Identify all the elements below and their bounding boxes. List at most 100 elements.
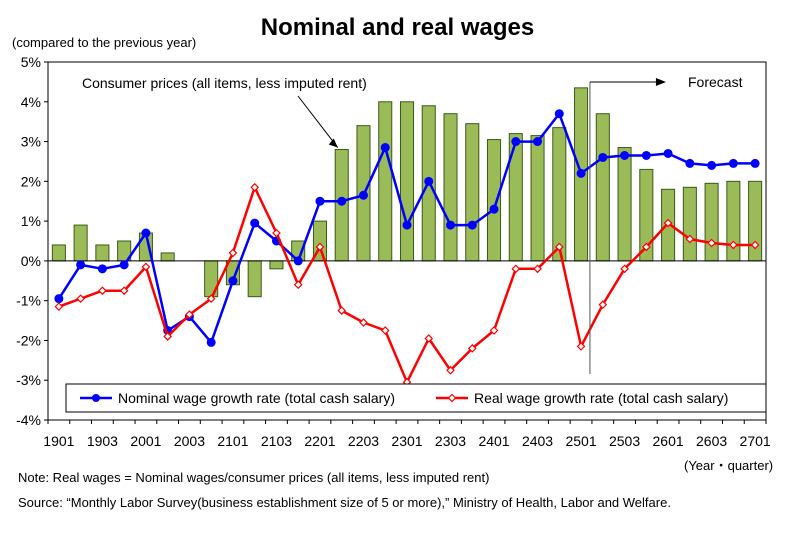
nominal-wage-point xyxy=(424,176,434,186)
legend-label-real: Real wage growth rate (total cash salary… xyxy=(474,390,728,406)
real-wage-point xyxy=(446,365,455,375)
y-tick-label: 4% xyxy=(21,94,41,110)
real-wage-point xyxy=(185,310,194,319)
consumer-prices-arrowhead xyxy=(328,138,338,148)
real-wage-point xyxy=(641,242,651,252)
x-tick-label: 2103 xyxy=(261,433,292,449)
consumer-price-bar xyxy=(443,113,458,262)
real-wage-point xyxy=(206,294,216,304)
consumer-price-bar xyxy=(682,186,697,262)
y-tick-label: 5% xyxy=(21,54,41,70)
legend-marker-nominal xyxy=(92,394,100,402)
nominal-wage-point xyxy=(750,158,760,168)
nominal-wage-point xyxy=(54,294,64,304)
y-tick-label: 0% xyxy=(21,253,41,269)
nominal-wage-point xyxy=(97,264,107,274)
nominal-wage-point xyxy=(141,228,151,238)
real-wage-point xyxy=(467,344,477,353)
consumer-price-bar xyxy=(704,182,719,262)
nominal-wage-point xyxy=(119,260,129,270)
nominal-wage-point xyxy=(446,220,456,230)
real-wage-point xyxy=(98,286,107,296)
nominal-wage-point xyxy=(206,337,216,347)
real-wage-point xyxy=(598,300,608,309)
x-tick-label: 1901 xyxy=(43,433,74,449)
forecast-arrowhead xyxy=(655,78,666,86)
nominal-wage-point xyxy=(707,160,717,170)
nominal-wage-point xyxy=(315,196,325,206)
x-axis-unit-label: (Year・quarter) xyxy=(684,458,774,473)
nominal-wage-point xyxy=(598,152,608,162)
real-wage-point xyxy=(554,242,564,252)
nominal-wage-point xyxy=(663,148,673,158)
nominal-wage-point xyxy=(293,256,303,266)
legend-box xyxy=(65,383,767,413)
x-tick-label: 2001 xyxy=(130,433,161,449)
x-tick-label: 2701 xyxy=(740,433,771,449)
y-tick-label: -4% xyxy=(16,412,41,428)
real-wage-point xyxy=(424,334,434,343)
consumer-price-bar xyxy=(160,252,175,262)
real-wage-point xyxy=(163,332,173,341)
plot-frame xyxy=(47,61,767,421)
x-tick-label: 2203 xyxy=(348,433,379,449)
nominal-wage-point xyxy=(620,150,630,160)
nominal-wage-point xyxy=(489,204,499,214)
consumer-price-bar xyxy=(378,101,393,262)
real-wage-point xyxy=(663,218,673,228)
consumer-price-bar xyxy=(269,260,284,270)
x-tick-label: 2603 xyxy=(696,433,727,449)
consumer-prices-annotation: Consumer prices (all items, less imputed… xyxy=(82,75,367,91)
nominal-wage-point xyxy=(533,137,543,147)
forecast-label: Forecast xyxy=(688,74,743,90)
x-tick-label: 2401 xyxy=(478,433,509,449)
real-wage-point xyxy=(250,182,260,192)
y-tick-label: -2% xyxy=(16,332,41,348)
real-wage-point xyxy=(293,280,303,290)
nominal-wage-point xyxy=(76,260,86,270)
real-wage-point xyxy=(54,302,64,311)
y-tick-label: 1% xyxy=(21,213,41,229)
real-wage-point xyxy=(729,240,738,250)
real-wage-point xyxy=(576,342,586,351)
consumer-price-bar xyxy=(51,244,66,262)
real-wage-point xyxy=(337,306,347,315)
legend-marker-real xyxy=(447,393,457,403)
real-wage-point xyxy=(380,326,390,335)
nominal-wage-point xyxy=(380,143,390,153)
x-tick-label: 2301 xyxy=(391,433,422,449)
consumer-price-bar xyxy=(617,147,632,262)
x-tick-label: 2501 xyxy=(565,433,596,449)
y-tick-label: -1% xyxy=(16,293,41,309)
consumer-price-bar xyxy=(595,113,610,262)
nominal-wage-point xyxy=(250,218,260,228)
x-tick-label: 2303 xyxy=(435,433,466,449)
consumer-price-bar xyxy=(530,135,545,262)
consumer-price-bar xyxy=(95,244,110,262)
nominal-wage-point xyxy=(467,220,477,230)
consumer-price-bar xyxy=(487,139,502,262)
x-tick-label: 1903 xyxy=(87,433,118,449)
consumer-price-bar xyxy=(465,123,480,262)
x-tick-label: 2503 xyxy=(609,433,640,449)
real-wage-point xyxy=(511,264,521,274)
x-tick-label: 2003 xyxy=(174,433,205,449)
chart-title: Nominal and real wages xyxy=(260,14,535,41)
nominal-wage-point xyxy=(228,276,238,286)
nominal-wage-point xyxy=(728,158,738,168)
consumer-price-bar xyxy=(552,127,567,262)
nominal-wage-point xyxy=(511,137,521,147)
real-wage-point xyxy=(707,238,716,248)
consumer-price-bar xyxy=(399,101,415,262)
nominal-wage-point xyxy=(358,190,368,200)
chart-source: Source: “Monthly Labor Survey(business e… xyxy=(18,495,671,510)
real-wage-point xyxy=(315,242,325,252)
x-tick-label: 2601 xyxy=(653,433,684,449)
nominal-wage-point xyxy=(554,109,564,119)
consumer-price-bar xyxy=(247,260,262,298)
real-wage-point xyxy=(533,264,542,274)
nominal-wage-point xyxy=(402,220,412,230)
nominal-wage-point xyxy=(685,158,695,168)
